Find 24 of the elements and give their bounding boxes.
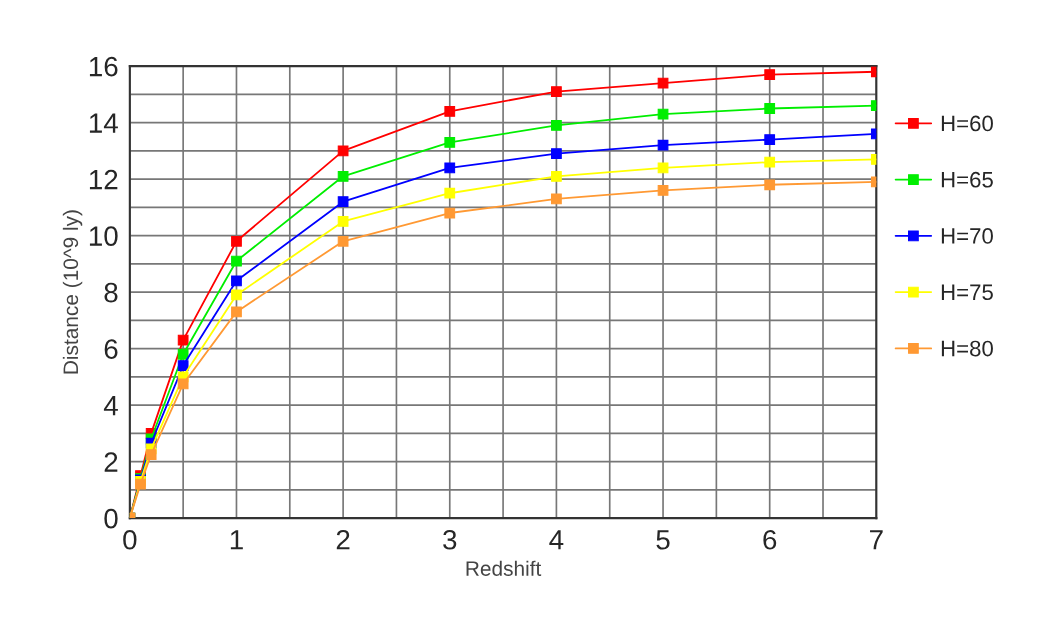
legend-label: H=60 [941, 115, 993, 132]
x-tick-label: 3 [443, 529, 457, 550]
y-tick-label: 0 [104, 508, 118, 529]
legend-label: H=70 [941, 228, 993, 244]
x-tick-label: 0 [123, 529, 137, 550]
x-tick-label: 4 [549, 530, 564, 550]
y-tick-label: 12 [89, 169, 118, 190]
x-tick-label: 7 [870, 530, 883, 550]
y-tick-label: 16 [89, 56, 118, 77]
x-tick-label: 6 [763, 529, 777, 550]
x-tick-label: 2 [336, 529, 350, 550]
y-tick-label: 4 [103, 396, 118, 416]
legend-label: H=65 [941, 171, 993, 188]
y-axis-title: Distance (10^9 ly) [62, 210, 83, 374]
y-tick-label: 6 [104, 339, 118, 359]
legend-label: H=80 [941, 340, 993, 357]
y-tick-label: 8 [104, 282, 118, 303]
y-tick-label: 10 [89, 226, 118, 246]
x-tick-label: 1 [230, 530, 243, 550]
y-tick-label: 14 [89, 113, 118, 133]
legend-label: H=75 [941, 284, 993, 301]
x-tick-label: 5 [656, 530, 670, 550]
x-axis-title: Redshift [466, 560, 542, 576]
y-tick-label: 2 [104, 452, 118, 472]
